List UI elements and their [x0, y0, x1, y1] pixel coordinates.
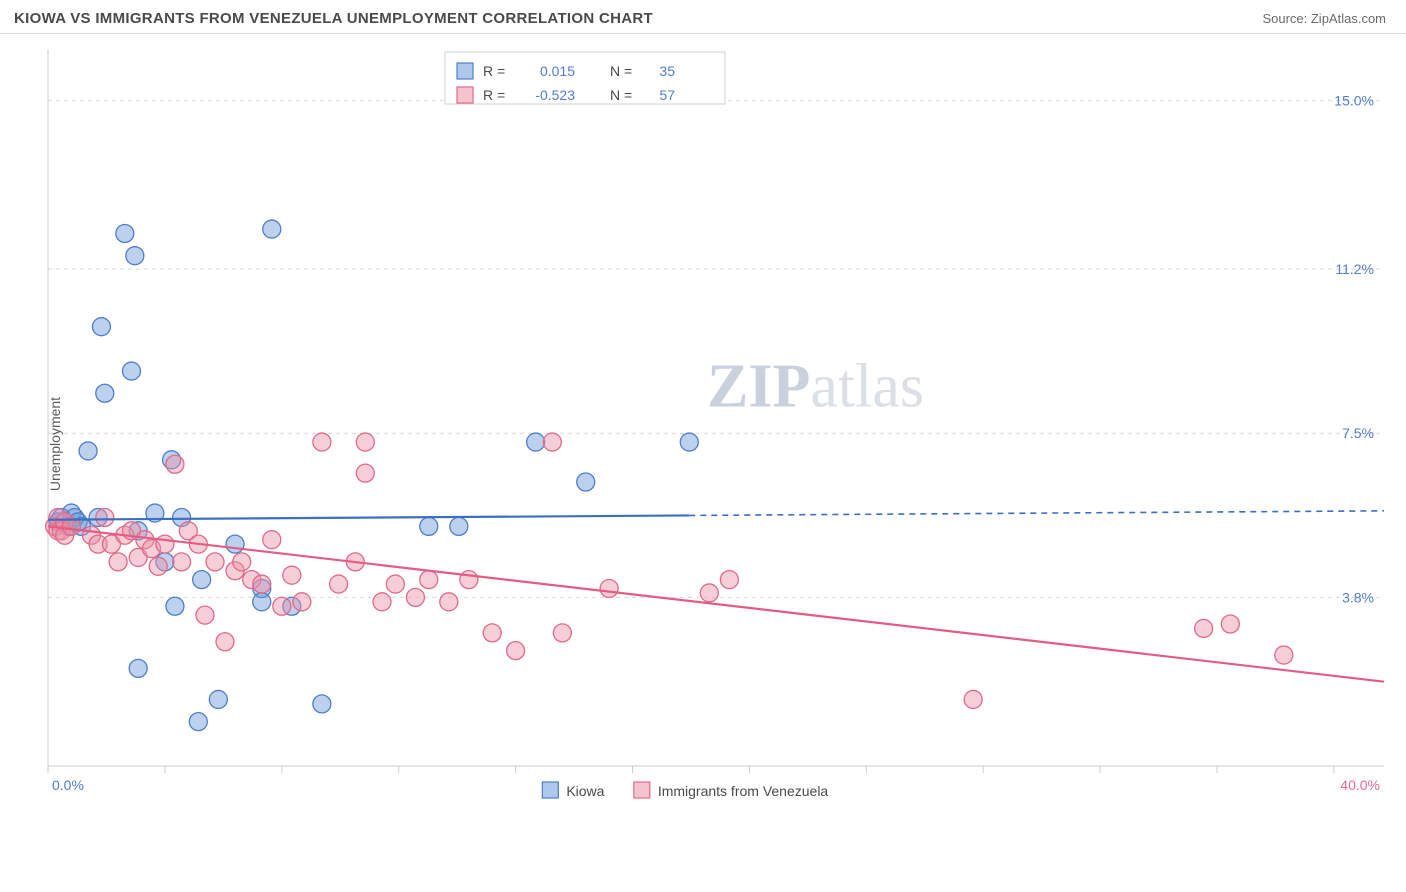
data-point: [206, 553, 224, 571]
data-point: [420, 571, 438, 589]
data-point: [313, 433, 331, 451]
data-point: [283, 566, 301, 584]
legend-swatch: [457, 63, 473, 79]
data-point: [189, 713, 207, 731]
data-point: [253, 575, 271, 593]
data-point: [233, 553, 251, 571]
x-min-label: 0.0%: [52, 777, 84, 793]
data-point: [1195, 619, 1213, 637]
legend-n-value: 35: [659, 63, 675, 79]
data-point: [1275, 646, 1293, 664]
data-point: [577, 473, 595, 491]
data-point: [109, 553, 127, 571]
data-point: [96, 509, 114, 527]
legend-r-value: -0.523: [535, 87, 575, 103]
data-point: [543, 433, 561, 451]
y-tick-label: 3.8%: [1342, 589, 1374, 605]
y-tick-label: 11.2%: [1335, 261, 1374, 277]
bottom-legend-swatch: [634, 782, 650, 798]
legend-r-label: R =: [483, 63, 505, 79]
legend-r-label: R =: [483, 87, 505, 103]
data-point: [226, 535, 244, 553]
data-point: [253, 593, 271, 611]
data-point: [263, 531, 281, 549]
data-point: [460, 571, 478, 589]
data-point: [273, 597, 291, 615]
data-point: [680, 433, 698, 451]
data-point: [406, 588, 424, 606]
data-point: [720, 571, 738, 589]
regression-line: [48, 526, 1384, 681]
data-point: [216, 633, 234, 651]
data-point: [420, 517, 438, 535]
data-point: [263, 220, 281, 238]
data-point: [1221, 615, 1239, 633]
data-point: [173, 553, 191, 571]
chart-title: KIOWA VS IMMIGRANTS FROM VENEZUELA UNEMP…: [14, 10, 653, 27]
regression-line: [48, 515, 689, 519]
bottom-legend-swatch: [542, 782, 558, 798]
data-point: [209, 690, 227, 708]
data-point: [96, 384, 114, 402]
source-label: Source: ZipAtlas.com: [1262, 11, 1386, 26]
legend-n-label: N =: [610, 87, 632, 103]
data-point: [313, 695, 331, 713]
data-point: [330, 575, 348, 593]
watermark: ZIPatlas: [707, 353, 924, 421]
data-point: [196, 606, 214, 624]
data-point: [166, 597, 184, 615]
data-point: [507, 642, 525, 660]
legend-r-value: 0.015: [540, 63, 575, 79]
data-point: [123, 362, 141, 380]
scatter-chart: 3.8% 7.5% 11.2% 15.0% ZIPatlas R = 0.015 N = 35 R…: [0, 34, 1406, 854]
data-point: [450, 517, 468, 535]
chart-area: Unemployment 3.8% 7.5% 11.2% 15.0% ZIPatlas R…: [0, 34, 1406, 854]
data-point: [553, 624, 571, 642]
data-point: [166, 455, 184, 473]
legend-swatch: [457, 87, 473, 103]
data-point: [964, 690, 982, 708]
data-point: [483, 624, 501, 642]
data-point: [356, 433, 374, 451]
data-point: [386, 575, 404, 593]
data-point: [79, 442, 97, 460]
y-tick-label: 7.5%: [1342, 425, 1374, 441]
data-point: [440, 593, 458, 611]
legend-n-value: 57: [659, 87, 675, 103]
data-point: [700, 584, 718, 602]
data-point: [126, 247, 144, 265]
legend-n-label: N =: [610, 63, 632, 79]
bottom-legend-label: Kiowa: [566, 783, 604, 799]
data-point: [527, 433, 545, 451]
data-point: [356, 464, 374, 482]
data-point: [293, 593, 311, 611]
data-point: [373, 593, 391, 611]
data-point: [193, 571, 211, 589]
data-point: [92, 318, 110, 336]
regression-line-dashed: [689, 511, 1384, 516]
x-max-label: 40.0%: [1340, 777, 1380, 793]
data-point: [156, 535, 174, 553]
y-axis-label: Unemployment: [47, 397, 63, 491]
bottom-legend-label: Immigrants from Venezuela: [658, 783, 829, 799]
data-point: [600, 580, 618, 598]
y-tick-label: 15.0%: [1334, 92, 1374, 108]
data-point: [149, 557, 167, 575]
title-bar: KIOWA VS IMMIGRANTS FROM VENEZUELA UNEMP…: [0, 0, 1406, 34]
data-point: [116, 225, 134, 243]
data-point: [129, 659, 147, 677]
